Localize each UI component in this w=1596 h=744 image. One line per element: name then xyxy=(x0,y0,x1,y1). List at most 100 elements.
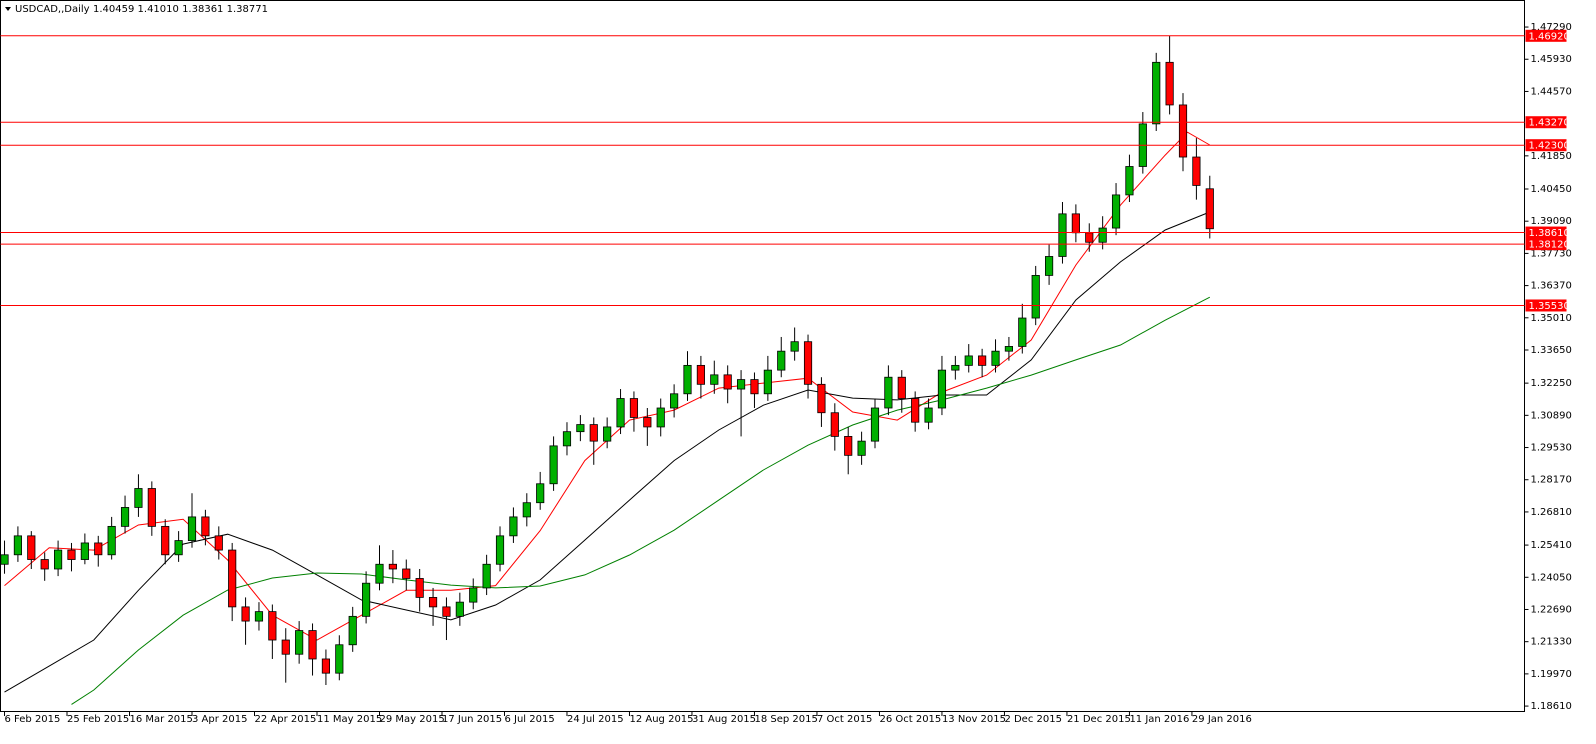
candle-body xyxy=(603,426,612,442)
candle-body xyxy=(80,542,89,560)
candle-body xyxy=(790,341,799,352)
candle-body xyxy=(1045,256,1054,276)
x-tick-label: 6 Jul 2015 xyxy=(504,714,554,725)
candle-body xyxy=(147,488,156,527)
y-tick-label: 1.22690 xyxy=(1531,604,1572,615)
menu-triangle xyxy=(5,7,11,11)
x-tick-label: 26 Oct 2015 xyxy=(879,714,941,725)
level-label: 1.38610 xyxy=(1529,228,1570,239)
candle-body xyxy=(469,587,478,603)
x-tick-label: 21 Dec 2015 xyxy=(1067,714,1131,725)
candle-body xyxy=(54,549,63,570)
candle-body xyxy=(40,559,49,570)
x-tick-label: 3 Apr 2015 xyxy=(192,714,247,725)
level-label-box xyxy=(1525,226,1567,239)
candle-body xyxy=(1165,61,1174,106)
x-tick-label: 29 May 2015 xyxy=(379,714,444,725)
x-tick-label: 17 Jun 2015 xyxy=(442,714,502,725)
candle-body xyxy=(1192,156,1201,186)
candle-body xyxy=(978,355,987,366)
moving-average xyxy=(71,296,1211,705)
candle-body xyxy=(643,417,652,428)
candle-body xyxy=(107,525,116,556)
candle-body xyxy=(763,369,772,395)
candle-body xyxy=(911,398,920,423)
y-tick-label: 1.32250 xyxy=(1531,378,1572,389)
candle-body xyxy=(817,383,826,414)
candle-body xyxy=(375,563,384,584)
candle-body xyxy=(0,554,9,565)
y-tick-label: 1.44570 xyxy=(1531,86,1572,97)
x-tick-label: 22 Apr 2015 xyxy=(255,714,317,725)
candle-body xyxy=(13,535,22,556)
x-tick-label: 18 Sep 2015 xyxy=(754,714,817,725)
x-tick-label: 2 Dec 2015 xyxy=(1004,714,1062,725)
candle-body xyxy=(723,374,732,390)
x-tick-label: 11 May 2015 xyxy=(317,714,382,725)
candle-body xyxy=(27,535,36,560)
candle-body xyxy=(321,658,331,674)
y-tick-label: 1.30890 xyxy=(1531,410,1572,421)
candle-body xyxy=(884,376,893,409)
candle-body xyxy=(924,407,933,423)
candle-body xyxy=(750,379,759,395)
candle-body xyxy=(228,549,237,608)
candle-body xyxy=(1085,232,1094,243)
candle-body xyxy=(549,445,558,485)
y-tick-label: 1.41850 xyxy=(1531,151,1572,162)
level-label-box xyxy=(1525,116,1567,129)
candle-body xyxy=(1004,346,1013,352)
x-tick-label: 29 Jan 2016 xyxy=(1192,714,1252,725)
candle-body xyxy=(696,364,705,385)
chart-title: USDCAD,,Daily xyxy=(15,4,90,15)
candle-body xyxy=(1205,188,1214,230)
y-tick-label: 1.40450 xyxy=(1531,184,1572,195)
x-tick-label: 11 Jan 2016 xyxy=(1129,714,1189,725)
y-tick-label: 1.25410 xyxy=(1531,540,1572,551)
candle-body xyxy=(964,355,973,366)
candle-body xyxy=(616,398,625,428)
candle-body xyxy=(1071,213,1080,234)
candle-body xyxy=(94,542,103,556)
candle-body xyxy=(161,525,170,556)
candle-body xyxy=(656,407,665,428)
x-tick-label: 6 Feb 2015 xyxy=(5,714,61,725)
candle-body xyxy=(629,398,639,418)
candle-body xyxy=(187,516,197,541)
candle-body xyxy=(402,568,411,579)
candle-body xyxy=(214,535,223,551)
candle-body xyxy=(254,611,264,622)
y-tick-label: 1.35010 xyxy=(1531,313,1572,324)
candle-body xyxy=(870,407,880,442)
level-label: 1.46920 xyxy=(1529,31,1570,42)
y-tick-label: 1.33650 xyxy=(1531,345,1572,356)
y-tick-label: 1.21330 xyxy=(1531,637,1572,648)
candle-body xyxy=(482,563,491,589)
y-tick-label: 1.36370 xyxy=(1531,281,1572,292)
candle-body xyxy=(897,376,906,399)
y-tick-label: 1.24050 xyxy=(1531,572,1572,583)
candle-body xyxy=(830,412,839,437)
candle-body xyxy=(991,350,1000,366)
candle-body xyxy=(1058,213,1067,257)
candle-body xyxy=(67,549,76,560)
y-tick-label: 1.28170 xyxy=(1531,475,1572,486)
candle-body xyxy=(455,601,464,617)
y-tick-label: 1.29530 xyxy=(1531,443,1572,454)
candle-body xyxy=(1125,166,1134,196)
level-label: 1.43270 xyxy=(1529,118,1570,129)
y-tick-label: 1.26810 xyxy=(1531,507,1572,518)
level-label: 1.35530 xyxy=(1529,301,1570,312)
level-label: 1.42300 xyxy=(1529,141,1570,152)
y-tick-label: 1.19970 xyxy=(1531,669,1572,680)
y-tick-label: 1.45930 xyxy=(1531,54,1572,65)
candle-body xyxy=(268,611,277,641)
chart-subtitle: 1.40459 1.41010 1.38361 1.38771 xyxy=(93,4,268,15)
candle-body xyxy=(844,436,853,456)
candle-body xyxy=(562,431,572,447)
level-label-box xyxy=(1525,238,1567,251)
candle-body xyxy=(134,488,143,508)
candle-body xyxy=(174,540,183,556)
candle-body xyxy=(683,364,692,395)
candle-body xyxy=(576,424,585,433)
